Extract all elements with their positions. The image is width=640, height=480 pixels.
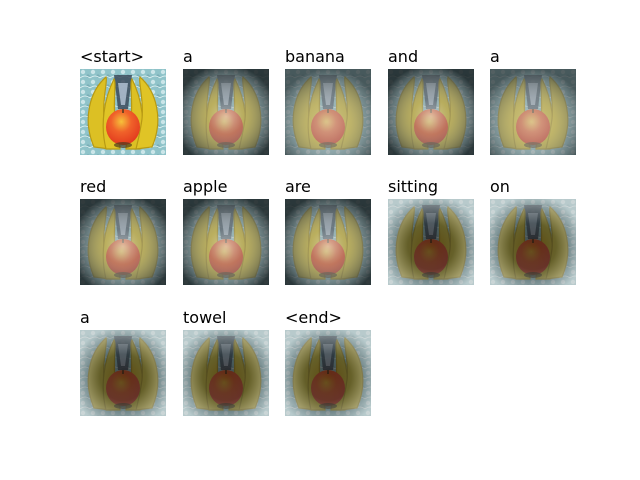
attention-map-image	[80, 330, 166, 416]
attention-panel: <start>	[80, 45, 166, 155]
attention-map-image	[183, 69, 269, 155]
attention-panel: and	[388, 45, 474, 155]
attention-map-image	[80, 69, 166, 155]
caption-word-label: towel	[183, 306, 233, 330]
attention-map-image	[388, 199, 474, 285]
attention-panel: <end>	[285, 306, 371, 416]
caption-word-label: <end>	[285, 306, 348, 330]
caption-word-label: a	[183, 45, 199, 69]
attention-map-image	[183, 199, 269, 285]
attention-panel: a	[490, 45, 576, 155]
attention-panel: are	[285, 175, 371, 285]
attention-panel: towel	[183, 306, 269, 416]
caption-word-label: red	[80, 175, 113, 199]
attention-map-image	[80, 199, 166, 285]
caption-word-label: banana	[285, 45, 351, 69]
attention-map-image	[285, 69, 371, 155]
attention-map-image	[183, 330, 269, 416]
attention-map-image	[285, 330, 371, 416]
attention-panel: red	[80, 175, 166, 285]
caption-word-label: on	[490, 175, 516, 199]
caption-word-label: apple	[183, 175, 234, 199]
attention-panel: on	[490, 175, 576, 285]
caption-word-label: sitting	[388, 175, 445, 199]
attention-panel: banana	[285, 45, 371, 155]
attention-map-image	[388, 69, 474, 155]
caption-word-label: and	[388, 45, 425, 69]
attention-map-image	[490, 69, 576, 155]
attention-panel: sitting	[388, 175, 474, 285]
caption-word-label: are	[285, 175, 317, 199]
attention-panel: apple	[183, 175, 269, 285]
caption-word-label: <start>	[80, 45, 151, 69]
caption-word-label: a	[490, 45, 506, 69]
attention-map-image	[285, 199, 371, 285]
caption-word-label: a	[80, 306, 96, 330]
attention-panel: a	[183, 45, 269, 155]
attention-panel: a	[80, 306, 166, 416]
attention-map-image	[490, 199, 576, 285]
